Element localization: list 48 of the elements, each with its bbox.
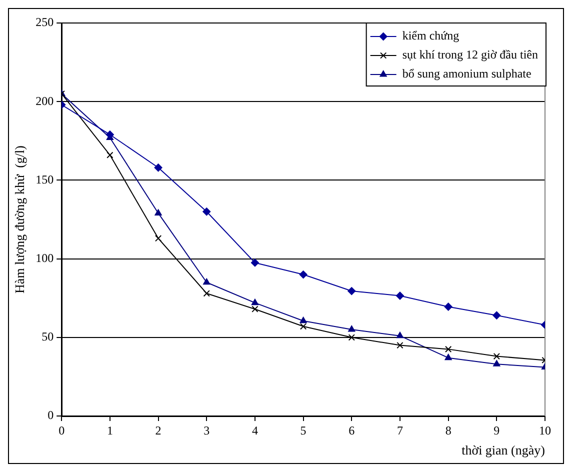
point: [154, 235, 162, 242]
point: [492, 311, 501, 320]
y-tick-label: 50: [42, 330, 54, 344]
legend-label: bổ sung amonium sulphate: [402, 66, 532, 81]
point: [106, 152, 114, 158]
point: [444, 302, 452, 311]
x-tick-label: 0: [58, 423, 65, 438]
point: [493, 360, 500, 366]
point: [348, 334, 355, 341]
point: [202, 208, 211, 216]
point: [299, 270, 308, 279]
x-tick-label: 9: [494, 423, 500, 438]
point: [348, 326, 356, 332]
legend-label: kiểm chứng: [402, 28, 460, 43]
point: [348, 287, 356, 296]
point: [251, 298, 258, 306]
y-tick-label: 0: [48, 408, 54, 422]
x-tick-label: 10: [539, 423, 551, 438]
y-tick-label: 200: [36, 94, 54, 108]
point: [396, 342, 404, 349]
x-tick-label: 5: [300, 423, 306, 438]
point: [154, 209, 162, 216]
x-tick-label: 1: [106, 423, 113, 438]
point: [493, 352, 500, 360]
x-tick-label: 7: [396, 423, 403, 438]
point: [396, 292, 404, 300]
point: [396, 332, 404, 338]
point: [154, 164, 162, 172]
x-tick-label: 2: [155, 423, 162, 438]
x-tick-label: 4: [252, 423, 258, 438]
x-tick-label: 3: [204, 423, 210, 438]
point: [300, 323, 307, 330]
point: [250, 258, 259, 267]
x-tick-label: 8: [445, 423, 452, 438]
y-axis-title: Hàm lượng đường khử (g/l): [12, 146, 28, 294]
point: [444, 354, 452, 360]
point: [203, 290, 210, 297]
y-tick-label: 100: [36, 250, 54, 265]
x-axis-title: thời gian (ngày): [462, 442, 545, 458]
point: [203, 278, 210, 285]
point: [444, 346, 452, 353]
y-tick-label: 250: [36, 15, 54, 30]
point: [252, 306, 258, 312]
y-tick-label: 150: [36, 172, 54, 186]
point: [300, 316, 307, 324]
point: [106, 130, 114, 139]
x-tick-label: 6: [348, 423, 355, 438]
legend-label: sụt khí trong 12 giờ đầu tiên: [402, 48, 538, 62]
